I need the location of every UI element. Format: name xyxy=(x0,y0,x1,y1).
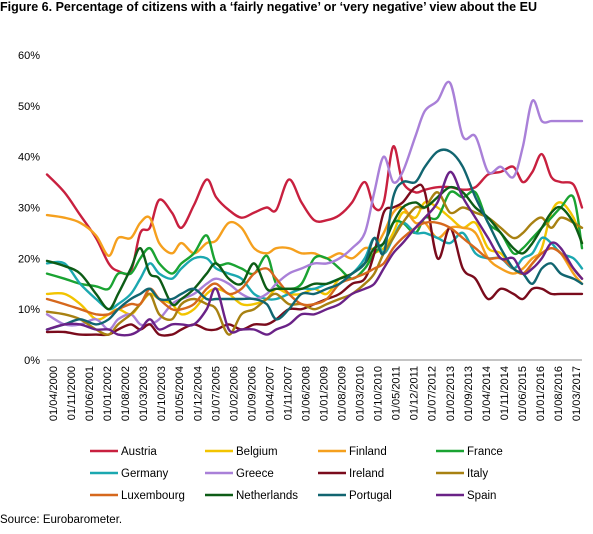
x-tick-label: 01/01/2002 xyxy=(102,366,114,421)
x-tick-label: 01/03/2010 xyxy=(355,366,367,421)
x-tick-label: 01/02/2013 xyxy=(445,366,457,421)
series-line-greece xyxy=(45,80,584,331)
x-tick-label: 01/01/2016 xyxy=(535,366,547,421)
x-tick-label: 01/11/2007 xyxy=(282,366,294,420)
x-tick-label: 01/03/2003 xyxy=(138,366,150,421)
legend-label-netherlands: Netherlands xyxy=(236,490,298,502)
source-note: Source: Eurobarometer. xyxy=(0,514,123,526)
legend: Austria Belgium Finland France Germany Greece… xyxy=(90,446,503,502)
legend-label-belgium: Belgium xyxy=(236,446,278,458)
legend-label-italy: Italy xyxy=(467,468,488,480)
x-tick-label: 01/04/2014 xyxy=(481,366,493,421)
chart-title: Figure 6. Percentage of citizens with a … xyxy=(0,0,537,14)
legend-label-greece: Greece xyxy=(236,468,274,480)
legend-label-france: France xyxy=(467,446,503,458)
legend-label-ireland: Ireland xyxy=(349,468,384,480)
legend-label-portugal: Portugal xyxy=(349,490,392,502)
x-tick-label: 01/03/2017 xyxy=(571,366,583,421)
x-tick-label: 01/01/2009 xyxy=(319,366,331,421)
x-tick-label: 01/12/2004 xyxy=(192,366,204,421)
x-tick-label: 01/02/2006 xyxy=(228,366,240,421)
x-tick-label: 01/07/2005 xyxy=(210,366,222,421)
x-tick-label: 01/04/2007 xyxy=(264,366,276,421)
x-tick-label: 01/07/2012 xyxy=(427,366,439,421)
legend-label-luxembourg: Luxembourg xyxy=(121,490,185,502)
x-tick-label: 01/09/2013 xyxy=(463,366,475,421)
legend-label-austria: Austria xyxy=(121,446,157,458)
x-tick-label: 01/10/2003 xyxy=(156,366,168,421)
x-tick-label: 01/06/2001 xyxy=(84,366,96,421)
y-tick-label: 20% xyxy=(18,253,40,265)
x-tick-label: 01/08/2016 xyxy=(553,366,565,421)
y-tick-label: 10% xyxy=(18,304,40,316)
axes: 0% 10% 20% 30% 40% 50% 60% 01/04/2000 01/11/2000… xyxy=(18,50,583,421)
x-tick-label: 01/08/2002 xyxy=(120,366,132,421)
x-tick-label: 01/11/2014 xyxy=(499,366,511,420)
y-tick-label: 60% xyxy=(18,50,40,62)
x-tick-label: 01/04/2000 xyxy=(48,366,60,421)
series-line-spain xyxy=(45,170,584,337)
x-tick-label: 01/08/2009 xyxy=(337,366,349,421)
x-tick-label: 01/06/2008 xyxy=(300,366,312,421)
series-line-portugal xyxy=(45,148,584,331)
series-lines xyxy=(45,80,584,337)
series-line-netherlands xyxy=(45,185,584,311)
x-tick-label: 01/12/2011 xyxy=(409,366,421,420)
series-line-finland xyxy=(45,205,584,285)
x-tick-label: 01/06/2015 xyxy=(517,366,529,421)
series-line-italy xyxy=(45,191,584,336)
y-tick-label: 0% xyxy=(24,355,40,367)
x-tick-label: 01/05/2004 xyxy=(174,366,186,421)
x-tick-label: 01/10/2010 xyxy=(373,366,385,421)
y-tick-label: 50% xyxy=(18,101,40,113)
x-tick-label: 01/09/2006 xyxy=(246,366,258,421)
x-tick-label: 01/11/2000 xyxy=(66,366,78,420)
y-tick-label: 40% xyxy=(18,152,40,164)
series-line-luxembourg xyxy=(45,220,584,317)
x-tick-label: 01/05/2011 xyxy=(391,366,403,420)
legend-label-germany: Germany xyxy=(121,468,169,480)
legend-label-finland: Finland xyxy=(349,446,387,458)
y-tick-label: 30% xyxy=(18,203,40,215)
legend-label-spain: Spain xyxy=(467,490,496,502)
